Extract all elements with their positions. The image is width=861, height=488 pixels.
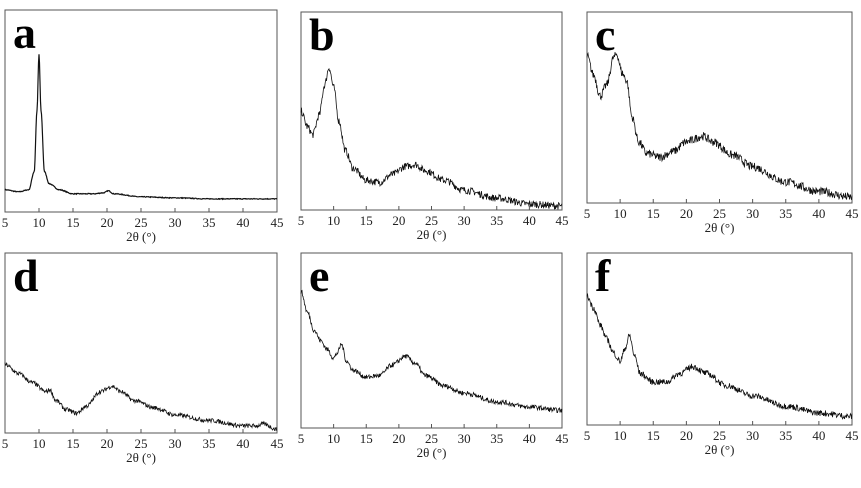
x-tick-label: 40 xyxy=(523,213,536,228)
x-axis-label: 2θ (°) xyxy=(705,442,735,457)
x-tick-label: 15 xyxy=(360,431,373,446)
panel-letter: f xyxy=(595,250,611,301)
xrd-pattern-line xyxy=(300,289,563,413)
x-tick-label: 45 xyxy=(846,206,859,221)
x-tick-label: 10 xyxy=(33,215,46,230)
x-tick-label: 35 xyxy=(490,431,503,446)
x-tick-label: 30 xyxy=(169,215,182,230)
plot-frame xyxy=(4,9,278,213)
x-tick-label: 5 xyxy=(584,206,591,221)
panel-f: 5 10 15 20 25 30 35 40 45 2θ (°) f xyxy=(584,250,859,457)
x-tick-label: 40 xyxy=(812,206,825,221)
panel-letter: b xyxy=(309,9,335,60)
x-tick-label: 45 xyxy=(556,431,569,446)
panel-d: 5 10 15 20 25 30 35 40 45 2θ (°) d xyxy=(2,250,284,465)
x-tick-label: 15 xyxy=(67,436,80,451)
x-tick-label: 30 xyxy=(458,431,471,446)
x-tick-label: 5 xyxy=(2,436,9,451)
x-tick-label: 20 xyxy=(680,428,693,443)
panel-letter: d xyxy=(13,250,39,301)
x-tick-label: 35 xyxy=(779,206,792,221)
x-tick-label: 45 xyxy=(271,436,284,451)
plot-frame xyxy=(4,252,278,434)
x-tick-label: 10 xyxy=(33,436,46,451)
panel-a: 5 10 15 20 25 30 35 40 45 2θ (°) a xyxy=(2,7,284,244)
x-tick-label: 20 xyxy=(392,431,405,446)
x-tick-label: 45 xyxy=(846,428,859,443)
x-tick-label: 20 xyxy=(680,206,693,221)
plot-frame xyxy=(586,11,853,204)
x-tick-label: 30 xyxy=(746,428,759,443)
x-tick-label: 40 xyxy=(237,215,250,230)
x-tick-label: 15 xyxy=(647,206,660,221)
x-tick-label: 25 xyxy=(425,213,438,228)
x-tick-label: 40 xyxy=(812,428,825,443)
x-tick-label: 40 xyxy=(523,431,536,446)
xrd-pattern-line xyxy=(4,362,278,432)
x-tick-label: 35 xyxy=(490,213,503,228)
x-tick-label: 25 xyxy=(713,428,726,443)
x-axis-label: 2θ (°) xyxy=(417,227,447,242)
xrd-pattern-line xyxy=(586,51,853,201)
x-tick-label: 20 xyxy=(101,215,114,230)
panel-letter: e xyxy=(309,250,329,301)
x-axis-label: 2θ (°) xyxy=(126,450,156,465)
x-tick-label: 20 xyxy=(392,213,405,228)
plot-frame xyxy=(300,11,563,211)
x-tick-label: 30 xyxy=(169,436,182,451)
x-tick-label: 30 xyxy=(746,206,759,221)
x-tick-label: 25 xyxy=(135,436,148,451)
x-tick-label: 15 xyxy=(647,428,660,443)
x-axis-label: 2θ (°) xyxy=(705,220,735,235)
xrd-pattern-line xyxy=(4,54,278,201)
x-tick-label: 5 xyxy=(584,428,591,443)
x-tick-label: 25 xyxy=(135,215,148,230)
x-tick-label: 10 xyxy=(614,206,627,221)
x-tick-label: 5 xyxy=(298,431,305,446)
xrd-pattern-line xyxy=(300,68,563,210)
plot-frame xyxy=(300,252,563,429)
panel-letter: a xyxy=(13,7,36,58)
x-tick-label: 25 xyxy=(713,206,726,221)
x-tick-label: 15 xyxy=(67,215,80,230)
x-tick-label: 25 xyxy=(425,431,438,446)
x-tick-label: 10 xyxy=(327,431,340,446)
x-tick-label: 45 xyxy=(556,213,569,228)
x-tick-label: 20 xyxy=(101,436,114,451)
panel-c: 5 10 15 20 25 30 35 40 45 2θ (°) c xyxy=(584,9,859,235)
plot-frame xyxy=(586,252,853,426)
x-tick-label: 10 xyxy=(327,213,340,228)
x-tick-label: 5 xyxy=(298,213,305,228)
x-tick-label: 30 xyxy=(458,213,471,228)
x-tick-label: 5 xyxy=(2,215,9,230)
x-tick-label: 45 xyxy=(271,215,284,230)
panel-e: 5 10 15 20 25 30 35 40 45 2θ (°) e xyxy=(298,250,569,460)
x-tick-label: 35 xyxy=(203,436,216,451)
x-axis-label: 2θ (°) xyxy=(126,229,156,244)
xrd-pattern-line xyxy=(586,293,853,420)
panel-letter: c xyxy=(595,9,615,60)
x-tick-label: 15 xyxy=(360,213,373,228)
x-tick-label: 35 xyxy=(779,428,792,443)
x-tick-label: 35 xyxy=(203,215,216,230)
x-axis-label: 2θ (°) xyxy=(417,445,447,460)
x-tick-label: 40 xyxy=(237,436,250,451)
x-tick-label: 10 xyxy=(614,428,627,443)
panel-b: 5 10 15 20 25 30 35 40 45 2θ (°) b xyxy=(298,9,569,242)
